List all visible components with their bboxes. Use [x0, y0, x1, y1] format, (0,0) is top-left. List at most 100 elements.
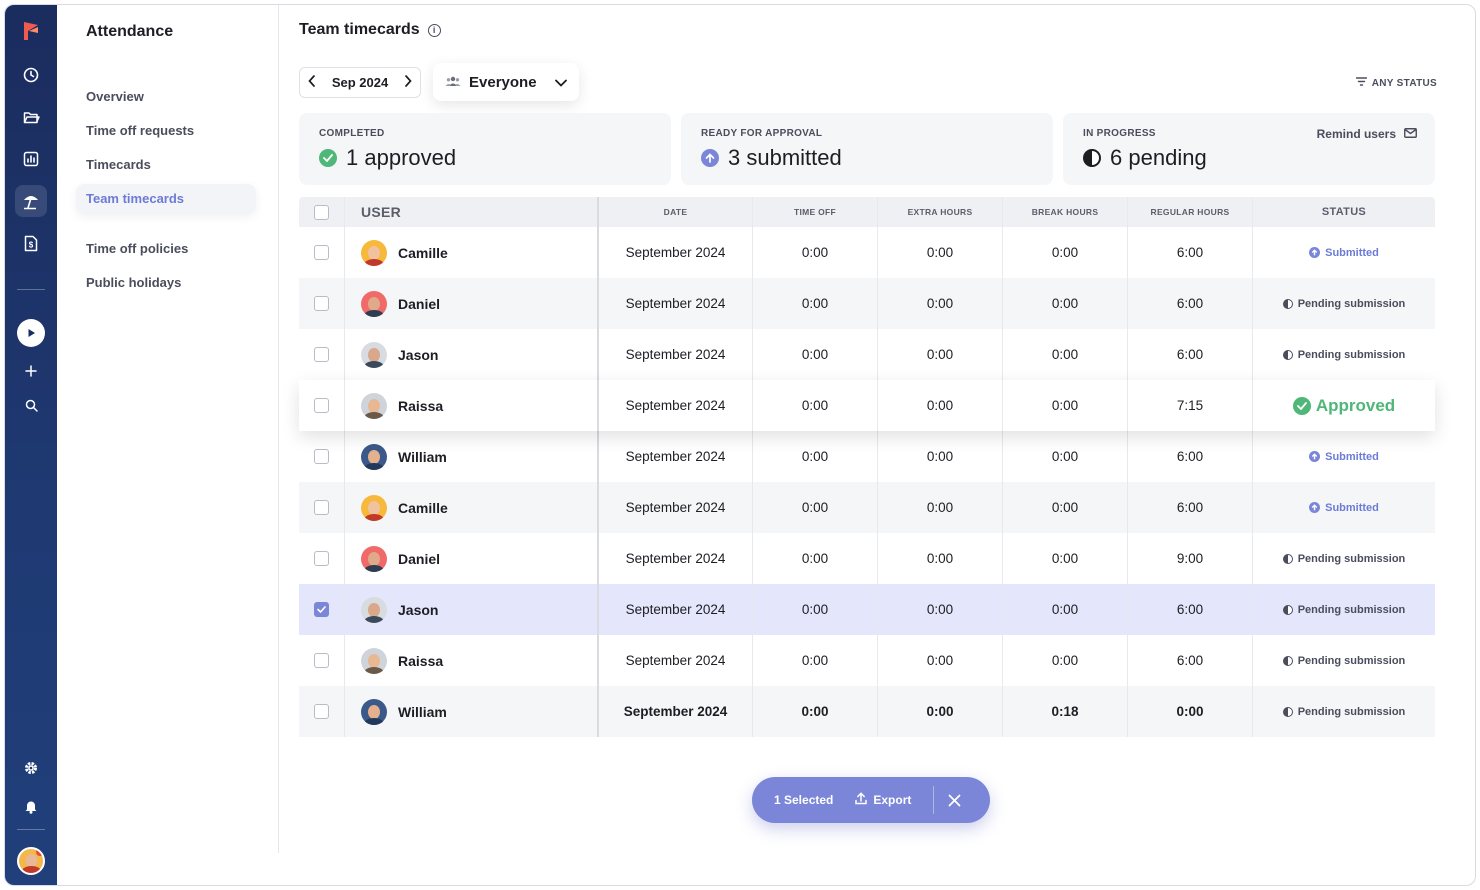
row-checkbox[interactable]	[314, 245, 329, 260]
pending-text: pending	[1128, 145, 1207, 170]
regular-hours-cell: 0:00	[1128, 686, 1253, 737]
beach-umbrella-icon[interactable]	[15, 185, 47, 217]
section-nav: Attendance Overview Time off requests Ti…	[57, 5, 279, 853]
table-row[interactable]: William September 2024 0:00 0:00 0:18 0:00 Pen…	[299, 686, 1435, 737]
avatar	[361, 494, 387, 521]
header-extra-hours[interactable]: EXTRA HOURS	[878, 197, 1003, 227]
app-logo-icon[interactable]	[19, 19, 43, 43]
close-icon[interactable]	[946, 792, 962, 808]
current-month[interactable]: Sep 2024	[331, 75, 389, 90]
row-checkbox[interactable]	[314, 347, 329, 362]
plus-icon[interactable]	[19, 359, 43, 383]
chevron-right-icon[interactable]	[404, 75, 412, 90]
nav-item-time-off-requests[interactable]: Time off requests	[86, 123, 195, 138]
nav-item-public-holidays[interactable]: Public holidays	[86, 275, 182, 290]
user-cell[interactable]: William	[345, 431, 599, 482]
chart-icon[interactable]	[19, 147, 43, 171]
user-avatar[interactable]	[17, 847, 45, 875]
user-cell[interactable]: Daniel	[345, 533, 599, 584]
chevron-down-icon	[555, 74, 567, 91]
break-hours-cell: 0:18	[1003, 686, 1128, 737]
table-row[interactable]: Raissa September 2024 0:00 0:00 0:00 6:00 Pend…	[299, 635, 1435, 686]
header-regular-hours[interactable]: REGULAR HOURS	[1128, 197, 1253, 227]
header-date[interactable]: DATE	[599, 197, 753, 227]
avatar	[361, 290, 387, 317]
check-circle-icon	[1292, 396, 1311, 415]
table-row[interactable]: William September 2024 0:00 0:00 0:00 6:00 Sub…	[299, 431, 1435, 482]
export-label: Export	[873, 793, 912, 807]
status-label: Submitted	[1325, 501, 1379, 514]
play-button[interactable]	[17, 319, 45, 347]
half-circle-icon	[1083, 149, 1101, 167]
selection-divider	[933, 786, 935, 814]
invoice-icon[interactable]: $	[19, 231, 43, 255]
user-cell[interactable]: Camille	[345, 482, 599, 533]
break-hours-cell: 0:00	[1003, 227, 1128, 278]
remind-users-button[interactable]: Remind users	[1317, 127, 1417, 141]
header-user[interactable]: USER	[345, 197, 599, 227]
user-cell[interactable]: Daniel	[345, 278, 599, 329]
info-icon[interactable]: i	[427, 23, 441, 37]
export-button[interactable]: Export	[855, 792, 911, 808]
clock-icon[interactable]	[19, 63, 43, 87]
regular-hours-cell: 6:00	[1128, 329, 1253, 380]
nav-item-overview[interactable]: Overview	[86, 89, 144, 104]
date-cell: September 2024	[599, 686, 753, 737]
summary-card-ready: READY FOR APPROVAL 3 submitted	[681, 113, 1053, 185]
notification-dot	[36, 849, 43, 856]
user-cell[interactable]: Camille	[345, 227, 599, 278]
user-name: Camille	[398, 244, 448, 261]
people-filter-value: Everyone	[469, 73, 537, 91]
search-icon[interactable]	[19, 393, 43, 417]
chevron-left-icon[interactable]	[308, 75, 316, 90]
half-circle-icon	[1282, 553, 1293, 564]
user-cell[interactable]: Raissa	[345, 635, 599, 686]
user-cell[interactable]: William	[345, 686, 599, 737]
row-checkbox[interactable]	[314, 449, 329, 464]
user-cell[interactable]: Raissa	[345, 380, 599, 431]
avatar	[361, 545, 387, 572]
section-title: Attendance	[86, 23, 174, 40]
page-title: Team timecards i	[299, 21, 441, 39]
date-cell: September 2024	[599, 584, 753, 635]
table-row[interactable]: Daniel September 2024 0:00 0:00 0:00 9:00 Pend…	[299, 533, 1435, 584]
folder-icon[interactable]	[19, 105, 43, 129]
bell-icon[interactable]	[19, 794, 43, 818]
nav-item-time-off-policies[interactable]: Time off policies	[86, 241, 189, 256]
header-time-off[interactable]: TIME OFF	[753, 197, 878, 227]
date-cell: September 2024	[599, 635, 753, 686]
table-row[interactable]: Jason September 2024 0:00 0:00 0:00 6:00 Pendi…	[299, 329, 1435, 380]
table-row[interactable]: Camille September 2024 0:00 0:00 0:00 6:00 Sub…	[299, 482, 1435, 533]
row-checkbox[interactable]	[314, 602, 329, 617]
filter-icon	[1355, 77, 1367, 89]
check-circle-icon	[319, 149, 337, 167]
row-checkbox[interactable]	[314, 551, 329, 566]
header-status[interactable]: STATUS	[1321, 206, 1367, 218]
user-name: William	[398, 448, 447, 465]
select-all-checkbox[interactable]	[314, 204, 329, 220]
table-row[interactable]: Jason September 2024 0:00 0:00 0:00 6:00 Pendi…	[299, 584, 1435, 635]
table-row[interactable]: Daniel September 2024 0:00 0:00 0:00 6:00 Pend…	[299, 278, 1435, 329]
table-row[interactable]: Raissa September 2024 0:00 0:00 0:00 7:15 Appr…	[299, 380, 1435, 431]
row-checkbox[interactable]	[314, 398, 329, 413]
status-label: Approved	[1315, 395, 1396, 415]
extra-hours-cell: 0:00	[878, 227, 1003, 278]
row-checkbox[interactable]	[314, 653, 329, 668]
header-break-hours[interactable]: BREAK HOURS	[1003, 197, 1128, 227]
people-filter-dropdown[interactable]: Everyone	[433, 63, 579, 101]
app-window: $ Attendance Overview Time off requests …	[4, 4, 1476, 886]
row-checkbox[interactable]	[314, 296, 329, 311]
row-checkbox[interactable]	[314, 500, 329, 515]
extra-hours-cell: 0:00	[878, 431, 1003, 482]
status-filter[interactable]: ANY STATUS	[1355, 77, 1437, 89]
user-cell[interactable]: Jason	[345, 329, 599, 380]
row-checkbox[interactable]	[314, 704, 329, 719]
time-off-cell: 0:00	[753, 227, 878, 278]
nav-item-team-timecards[interactable]: Team timecards	[76, 184, 256, 214]
arrow-up-circle-icon	[1309, 247, 1321, 258]
user-name: Jason	[398, 346, 439, 363]
user-cell[interactable]: Jason	[345, 584, 599, 635]
table-row[interactable]: Camille September 2024 0:00 0:00 0:00 6:00 Sub…	[299, 227, 1435, 278]
nav-item-timecards[interactable]: Timecards	[86, 157, 151, 172]
gear-icon[interactable]	[19, 756, 43, 780]
